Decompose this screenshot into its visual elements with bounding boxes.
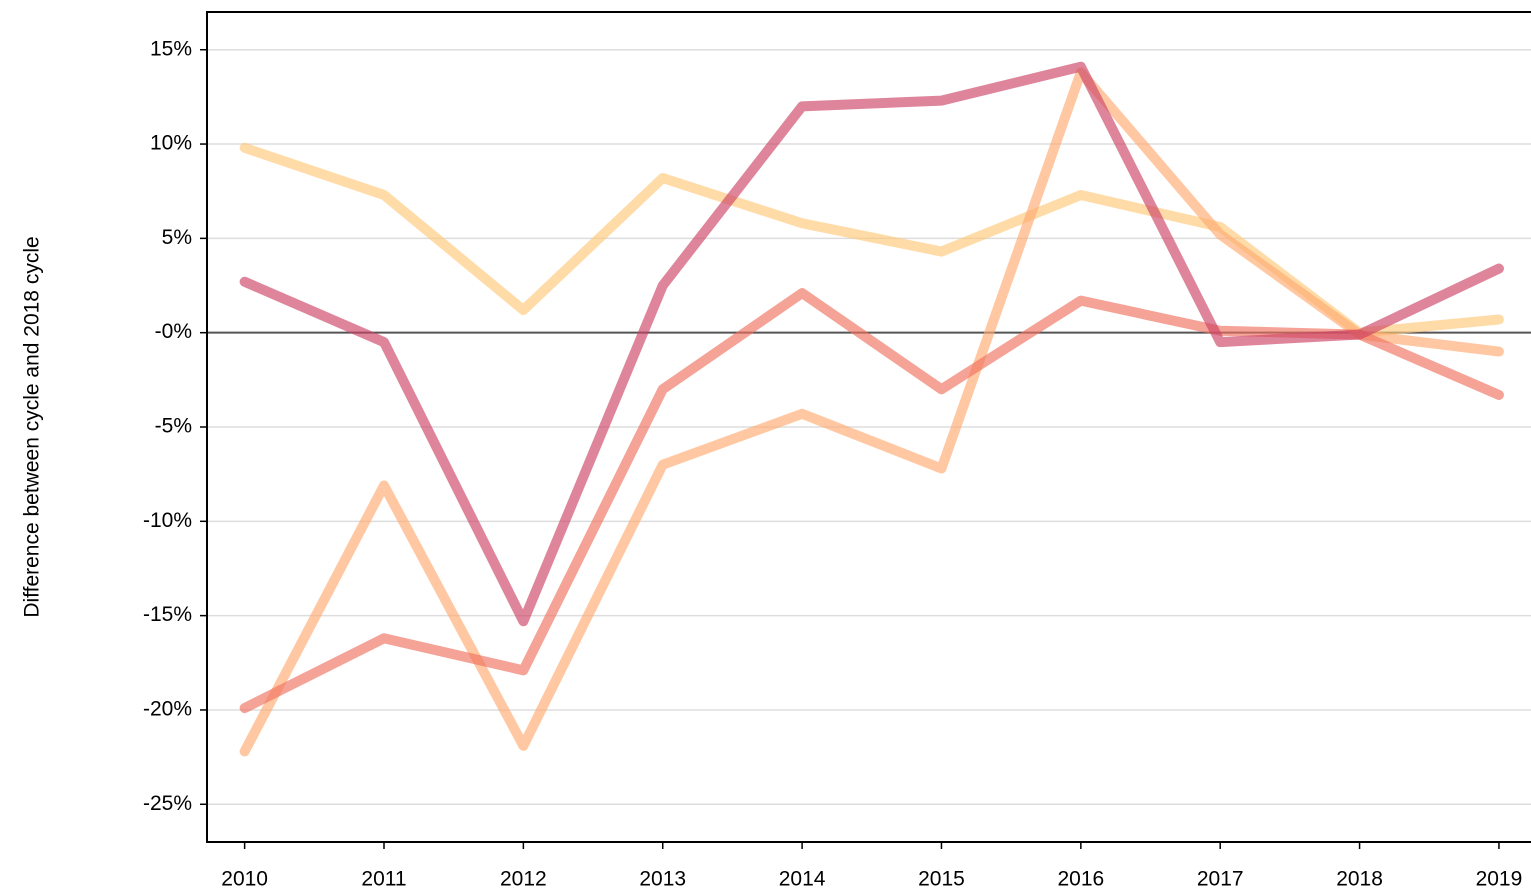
- y-tick-label: -20%: [143, 698, 192, 721]
- y-tick-label: -5%: [155, 415, 192, 438]
- y-tick-label: 10%: [150, 132, 192, 155]
- series-line: [239, 288, 1504, 714]
- x-tick-label: 2012: [500, 868, 547, 891]
- x-tick-label: 2010: [221, 868, 268, 891]
- x-tick-label: 2014: [779, 868, 826, 891]
- x-tick-label: 2016: [1057, 868, 1104, 891]
- x-tick-label: 2013: [639, 868, 686, 891]
- y-tick-label: 15%: [150, 37, 192, 60]
- x-tick-label: 2011: [361, 868, 406, 891]
- plot-frame: [206, 11, 1531, 843]
- x-tick-label: 2018: [1336, 868, 1383, 891]
- series-line: [239, 61, 1504, 627]
- y-axis-label: Difference between cycle and 2018 cycle: [21, 236, 44, 617]
- y-tick-label: -25%: [143, 792, 192, 815]
- y-tick-label: -10%: [143, 509, 192, 532]
- x-tick-label: 2017: [1197, 868, 1244, 891]
- y-tick-label: 5%: [162, 226, 192, 249]
- x-tick-label: 2015: [918, 868, 965, 891]
- x-tick-label: 2019: [1476, 868, 1523, 891]
- series-line: [239, 67, 1504, 757]
- y-tick-label: -0%: [155, 320, 192, 343]
- y-tick-label: -15%: [143, 603, 192, 626]
